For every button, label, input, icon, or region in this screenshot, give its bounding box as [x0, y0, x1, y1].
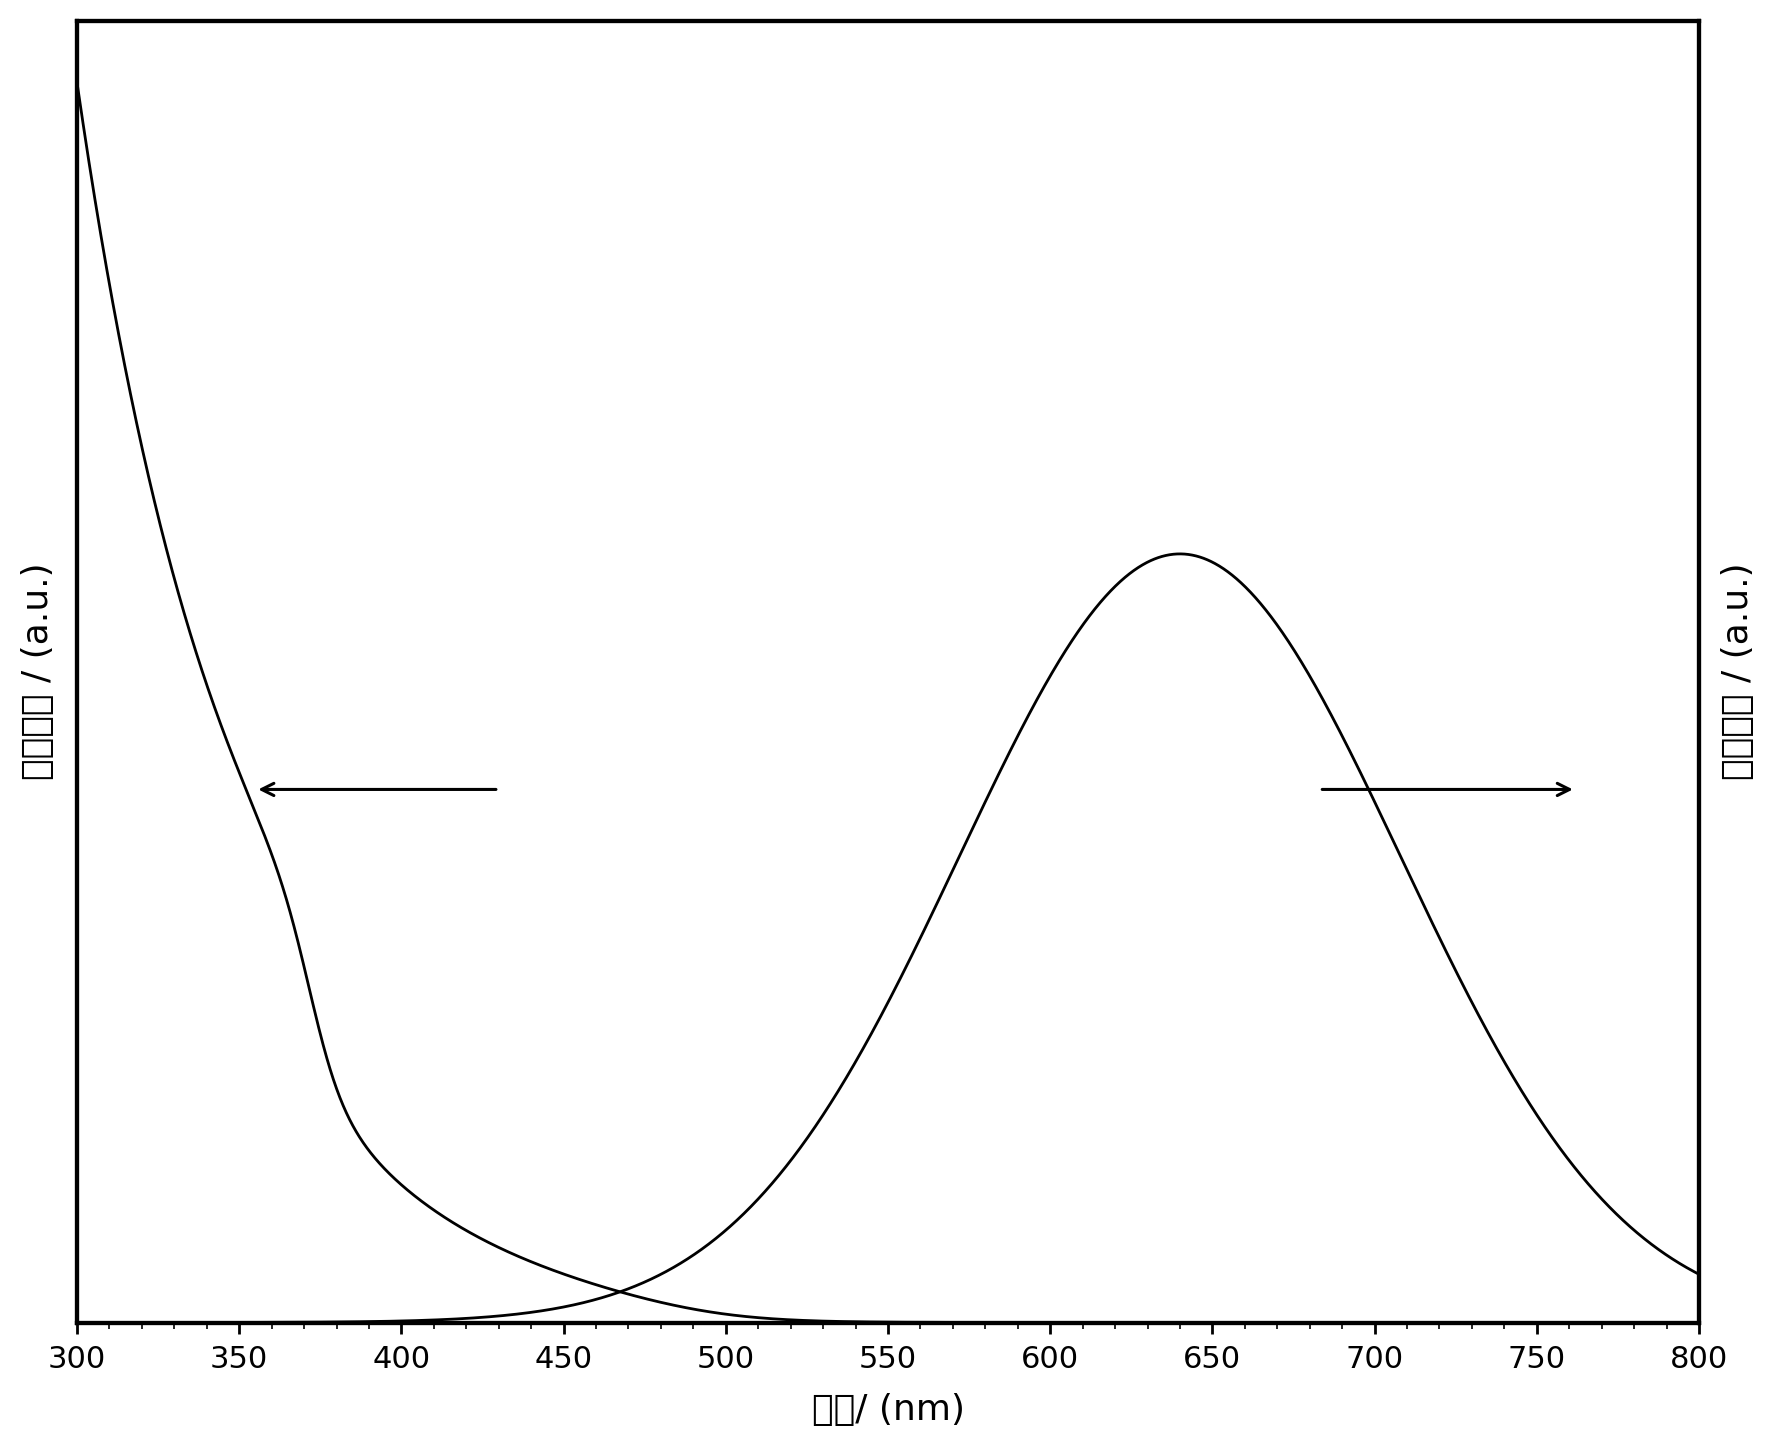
Y-axis label: 发光强度 / (a.u.): 发光强度 / (a.u.) [1721, 563, 1755, 780]
X-axis label: 波长/ (nm): 波长/ (nm) [812, 1393, 964, 1428]
Y-axis label: 吸收强度 / (a.u.): 吸收强度 / (a.u.) [21, 563, 55, 780]
